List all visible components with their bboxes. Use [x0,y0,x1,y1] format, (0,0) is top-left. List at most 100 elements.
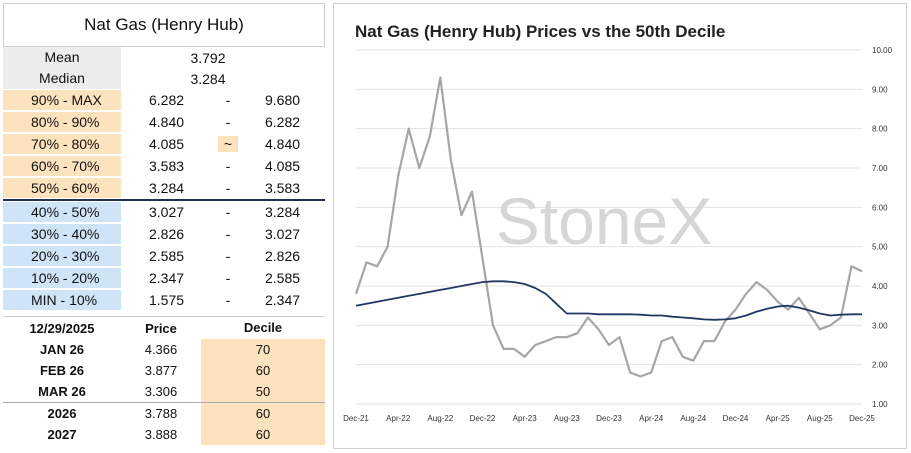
series-line-decile [355,280,862,321]
decile-separator-text: ~ [218,135,238,152]
futures-row: JAN 26 4.366 70 [3,339,325,360]
decile-separator-text: - [225,225,231,242]
decile-separator: ~ [217,135,239,152]
decile-row: 50% - 60% 3.284 - 3.583 [3,177,325,199]
futures-contract: MAR 26 [38,384,86,399]
decile-low: 3.027 [149,203,185,220]
futures-decile: 50 [201,381,325,402]
median-divider [3,199,325,201]
decile-row: 40% - 50% 3.027 - 3.284 [3,201,325,223]
futures-contract: FEB 26 [39,363,85,378]
y-tick-label: 6.00 [872,203,888,212]
x-tick-label: Aug-25 [807,414,833,423]
futures-row: MAR 26 3.306 50 [3,381,325,402]
stat-value: 3.792 [190,49,226,66]
decile-separator: - [217,248,239,264]
decile-row: MIN - 10% 1.575 - 2.347 [3,289,325,311]
decile-low: 4.085 [149,135,185,152]
decile-label: 10% - 20% [3,267,121,288]
futures-price: 4.366 [144,342,178,357]
futures-price: 3.888 [144,427,178,442]
decile-high: 3.027 [265,225,301,242]
decile-separator-text: - [225,91,231,108]
decile-high: 4.840 [265,135,301,152]
y-tick-label: 1.00 [872,400,888,409]
decile-high: 4.085 [265,157,301,174]
decile-low: 2.585 [149,247,185,264]
decile-high: 2.585 [265,269,301,286]
left-title: Nat Gas (Henry Hub) [3,3,325,47]
x-tick-label: Apr-25 [766,414,791,423]
decile-label: 90% - MAX [3,89,121,110]
decile-label: 80% - 90% [3,111,121,132]
decile-row: 20% - 30% 2.585 - 2.826 [3,245,325,267]
decile-separator-text: - [225,291,231,308]
futures-date: 12/29/2025 [29,320,95,336]
futures-price: 3.306 [144,384,178,399]
decile-separator: - [217,270,239,286]
decile-low: 3.284 [149,179,185,196]
futures-contract: JAN 26 [39,342,85,357]
y-tick-label: 8.00 [872,125,888,134]
stat-label: Mean [3,46,121,69]
decile-high: 6.282 [265,113,301,130]
futures-contract: 2026 [47,406,77,421]
chart-panel: Nat Gas (Henry Hub) Prices vs the 50th D… [333,3,907,449]
decile-label: 50% - 60% [3,177,121,198]
x-tick-label: Aug-23 [554,414,580,423]
stat-value: 3.284 [190,70,226,87]
futures-price: 3.788 [144,406,178,421]
decile-low: 1.575 [149,291,185,308]
futures-table: 12/29/2025 Price Decile JAN 26 4.366 70 FEB… [3,316,325,445]
decile-separator: - [217,204,239,220]
futures-decile: 60 [201,403,325,424]
x-tick-label: Apr-24 [639,414,664,423]
decile-separator: - [217,92,239,108]
decile-high: 3.583 [265,179,301,196]
y-tick-label: 7.00 [872,164,888,173]
decile-table: Nat Gas (Henry Hub) Mean 3.792 Median 3.284… [3,3,325,311]
decile-label-text: 20% - 30% [31,247,100,264]
y-tick-label: 4.00 [872,282,888,291]
decile-separator: - [217,226,239,242]
x-tick-label: Apr-22 [386,414,411,423]
decile-label-text: 40% - 50% [31,203,100,220]
decile-row: 70% - 80% 4.085 ~4.840 [3,133,325,155]
x-tick-label: Dec-23 [596,414,622,423]
x-tick-label: Dec-22 [470,414,496,423]
y-tick-label: 5.00 [872,243,888,252]
decile-separator-text: - [225,113,231,130]
decile-low: 3.583 [149,157,185,174]
decile-label: 40% - 50% [3,201,121,222]
decile-label-text: 60% - 70% [31,157,100,174]
futures-decile: 70 [201,339,325,360]
decile-row: 90% - MAX 6.282 - 9.680 [3,89,325,111]
stat-label: Median [3,67,121,90]
decile-label-text: 70% - 80% [31,135,100,152]
decile-label: 60% - 70% [3,155,121,176]
decile-separator: - [217,292,239,308]
decile-label-text: 30% - 40% [31,225,100,242]
x-tick-label: Dec-24 [723,414,749,423]
decile-low: 2.826 [149,225,185,242]
futures-row: 2026 3.788 60 [3,402,325,424]
futures-price-header: Price [145,320,177,336]
decile-label-text: 50% - 60% [31,179,100,196]
price-chart: 1.00 2.00 3.00 4.00 5.00 6.00 7.00 8.00 9.00 10.0… [343,46,892,423]
y-tick-label: 3.00 [872,321,888,330]
decile-separator: - [217,114,239,130]
x-tick-label: Dec-25 [849,414,875,423]
decile-low: 4.840 [149,113,185,130]
decile-separator: - [217,158,239,174]
futures-header: 12/29/2025 Price Decile [3,316,325,339]
decile-label-text: MIN - 10% [31,291,98,308]
futures-decile: 60 [201,360,325,381]
decile-row: 60% - 70% 3.583 - 4.085 [3,155,325,177]
x-tick-label: Dec-21 [343,414,369,423]
futures-row: 2027 3.888 60 [3,424,325,445]
decile-low: 6.282 [149,91,185,108]
decile-separator-text: - [225,269,231,286]
decile-high: 2.826 [265,247,301,264]
decile-label-text: 90% - MAX [31,91,102,108]
futures-price: 3.877 [144,363,178,378]
